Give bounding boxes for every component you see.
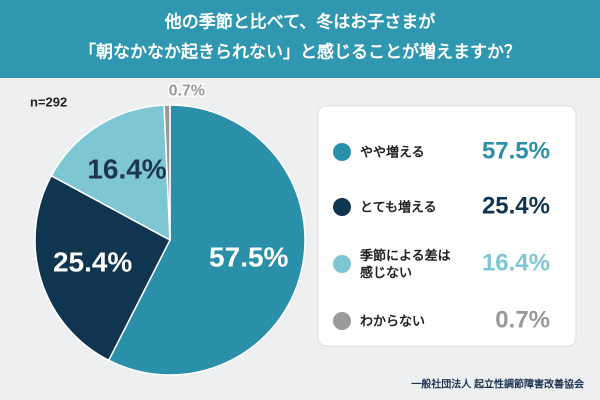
pie-slice	[107, 104, 306, 376]
legend-label: わからない	[360, 313, 426, 329]
pie-slice	[163, 104, 171, 241]
sample-size: n=292	[30, 94, 67, 109]
data-label: 16.4%	[87, 154, 166, 185]
data-label: 57.5%	[209, 241, 288, 272]
data-label: 0.7%	[169, 82, 205, 99]
legend-label: とても増える	[360, 199, 437, 215]
legend-value: 25.4%	[482, 192, 550, 219]
legend-marker	[333, 198, 351, 216]
source: 一般社団法人 起立性調節障害改善協会	[411, 378, 584, 391]
chart-title: 他の季節と比べて、冬はお子さまが	[164, 11, 435, 31]
legend-value: 16.4%	[482, 249, 550, 276]
legend-marker	[333, 312, 351, 330]
legend-marker	[333, 255, 351, 273]
legend-label: やや増える	[360, 144, 425, 160]
legend-box	[317, 105, 577, 347]
chart-title: 「朝なかなか起きられない」と感じることが増えますか？	[79, 41, 521, 61]
legend-marker	[333, 143, 351, 161]
title-band	[0, 0, 600, 78]
data-label: 25.4%	[53, 246, 132, 277]
legend-value: 57.5%	[482, 137, 550, 164]
pie-slice	[50, 104, 171, 242]
legend-label: 季節による差は 感じない	[360, 248, 451, 280]
legend-value: 0.7%	[495, 306, 550, 333]
